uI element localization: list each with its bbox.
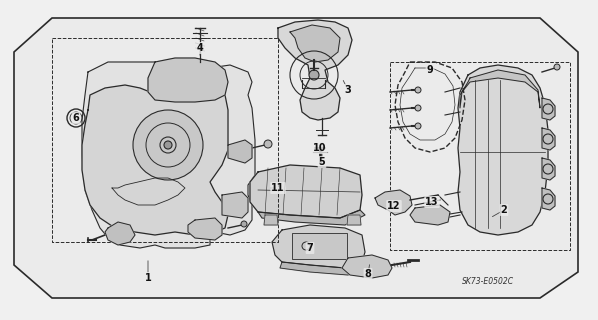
Polygon shape — [542, 158, 555, 180]
Polygon shape — [375, 190, 412, 215]
Polygon shape — [458, 65, 548, 235]
Text: 4: 4 — [197, 43, 203, 53]
Polygon shape — [228, 140, 252, 163]
Polygon shape — [280, 262, 365, 275]
Polygon shape — [250, 165, 362, 218]
Circle shape — [309, 70, 319, 80]
Text: 2: 2 — [501, 205, 507, 215]
Text: SK73-E0502C: SK73-E0502C — [462, 277, 514, 286]
Text: 7: 7 — [307, 243, 313, 253]
Polygon shape — [264, 215, 278, 225]
Polygon shape — [272, 225, 365, 268]
Polygon shape — [148, 58, 228, 102]
Polygon shape — [542, 128, 555, 150]
Circle shape — [241, 221, 247, 227]
Circle shape — [164, 141, 172, 149]
Circle shape — [415, 87, 421, 93]
Polygon shape — [258, 210, 365, 225]
Polygon shape — [188, 218, 222, 240]
Polygon shape — [105, 222, 135, 245]
Polygon shape — [410, 205, 450, 225]
Circle shape — [415, 105, 421, 111]
Polygon shape — [222, 192, 248, 218]
Polygon shape — [342, 255, 392, 278]
Circle shape — [554, 64, 560, 70]
Polygon shape — [14, 18, 578, 298]
Text: 6: 6 — [72, 113, 80, 123]
Text: 1: 1 — [145, 273, 151, 283]
Text: 12: 12 — [388, 201, 401, 211]
Polygon shape — [82, 62, 255, 248]
Polygon shape — [347, 215, 361, 225]
Polygon shape — [460, 70, 540, 108]
Text: 3: 3 — [344, 85, 352, 95]
Circle shape — [415, 123, 421, 129]
Bar — [292, 233, 347, 259]
Text: 10: 10 — [313, 143, 327, 153]
Text: 5: 5 — [319, 157, 325, 167]
Text: 11: 11 — [271, 183, 285, 193]
Polygon shape — [290, 25, 340, 62]
Text: 13: 13 — [425, 197, 439, 207]
Polygon shape — [278, 20, 352, 120]
Circle shape — [264, 140, 272, 148]
Text: 8: 8 — [365, 269, 371, 279]
Polygon shape — [542, 98, 555, 120]
Circle shape — [133, 110, 203, 180]
Polygon shape — [82, 85, 228, 235]
Text: 9: 9 — [426, 65, 434, 75]
Polygon shape — [542, 188, 555, 210]
